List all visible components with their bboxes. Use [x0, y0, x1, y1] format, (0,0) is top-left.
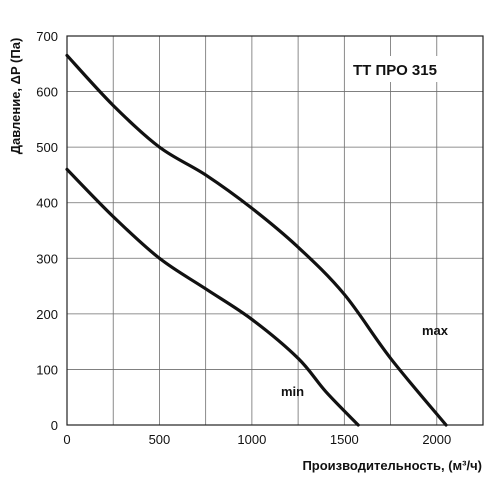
series-line-min: [65, 167, 360, 427]
x-axis-label: Производительность, (м³/ч): [302, 458, 482, 473]
y-tick-label: 200: [36, 307, 58, 322]
x-tick-label: 1500: [330, 432, 359, 447]
plot-frame: [66, 35, 484, 426]
y-axis-label: Давление, ΔP (Па): [8, 38, 23, 155]
curves: [65, 53, 448, 427]
x-tick-label: 500: [149, 432, 171, 447]
chart-title: TT ПРО 315: [353, 62, 437, 79]
y-tick-label: 0: [51, 418, 58, 433]
series-line-max: [65, 53, 448, 427]
series-label-min: min: [281, 384, 304, 399]
y-tick-label: 600: [36, 85, 58, 100]
y-tick-label: 100: [36, 362, 58, 377]
grid-lines: [67, 36, 483, 425]
y-tick-label: 700: [36, 29, 58, 44]
y-tick-label: 400: [36, 196, 58, 211]
x-tick-label: 1000: [237, 432, 266, 447]
series-label-max: max: [422, 323, 449, 338]
x-tick-labels: 0 500 1000 1500 2000: [63, 432, 451, 447]
x-tick-label: 2000: [422, 432, 451, 447]
x-tick-label: 0: [63, 432, 70, 447]
y-tick-label: 300: [36, 251, 58, 266]
y-tick-labels: 0 100 200 300 400 500 600 700: [36, 29, 58, 433]
y-tick-label: 500: [36, 140, 58, 155]
title-background: [345, 56, 445, 82]
